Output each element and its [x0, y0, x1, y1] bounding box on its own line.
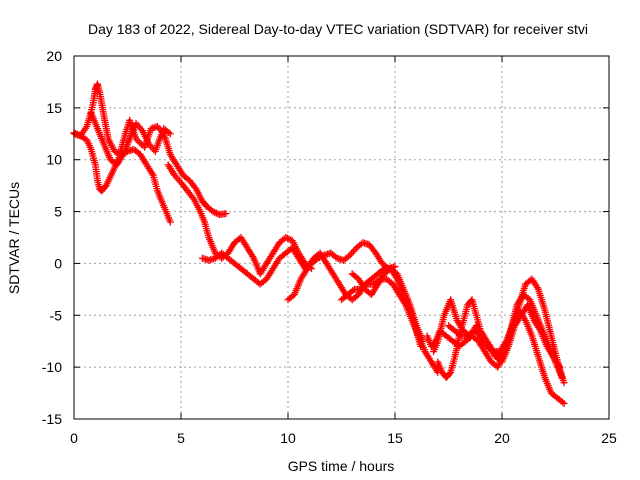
- series-track-8: [348, 265, 425, 350]
- plot-frame: [73, 55, 610, 420]
- data-point: [446, 370, 454, 378]
- data-point: [285, 235, 293, 243]
- data-point: [417, 342, 425, 350]
- data-point: [191, 183, 199, 191]
- data-point: [212, 209, 220, 217]
- x-tick-label: 15: [387, 430, 403, 446]
- y-tick-label: -15: [42, 411, 62, 427]
- series-track-12: [430, 296, 564, 371]
- y-tick-label: 15: [46, 100, 62, 116]
- data-point: [166, 218, 174, 226]
- data-point: [114, 149, 122, 157]
- x-tick-label: 25: [601, 430, 617, 446]
- series-track-3: [87, 109, 174, 169]
- chart-title: Day 183 of 2022, Sidereal Day-to-day VTE…: [88, 21, 588, 37]
- x-tick-label: 0: [70, 430, 78, 446]
- data-point: [558, 398, 566, 406]
- y-tick-label: -5: [50, 307, 63, 323]
- data-point: [556, 363, 564, 371]
- y-tick-label: 0: [54, 255, 62, 271]
- data-point: [189, 193, 197, 201]
- data-point: [111, 147, 119, 155]
- data-point: [112, 148, 120, 156]
- x-tick-label: 20: [494, 430, 510, 446]
- y-tick-label: 20: [46, 48, 62, 64]
- data-point: [222, 210, 230, 218]
- data-point: [560, 379, 568, 387]
- data-point: [282, 234, 290, 241]
- data-point: [283, 234, 291, 242]
- x-tick-label: 5: [177, 430, 185, 446]
- y-tick-label: 10: [46, 152, 62, 168]
- x-tick-label: 10: [280, 430, 296, 446]
- data-point: [560, 399, 568, 407]
- data-point: [349, 287, 357, 295]
- y-tick-label: 5: [54, 204, 62, 220]
- y-axis-label: SDTVAR / TECUs: [6, 182, 22, 294]
- axis-ticks: 0 5 10 15 20 25 -15 -10 -5 0 5 10 15 20: [42, 48, 617, 446]
- data-point: [456, 331, 464, 339]
- x-axis-label: GPS time / hours: [288, 458, 395, 474]
- data-point: [166, 130, 174, 138]
- data-point: [211, 208, 219, 216]
- y-tick-label: -10: [42, 359, 62, 375]
- data-point: [72, 130, 80, 138]
- data-point: [209, 208, 217, 216]
- data-points: [70, 80, 568, 407]
- data-point: [165, 128, 173, 136]
- data-point: [344, 252, 352, 260]
